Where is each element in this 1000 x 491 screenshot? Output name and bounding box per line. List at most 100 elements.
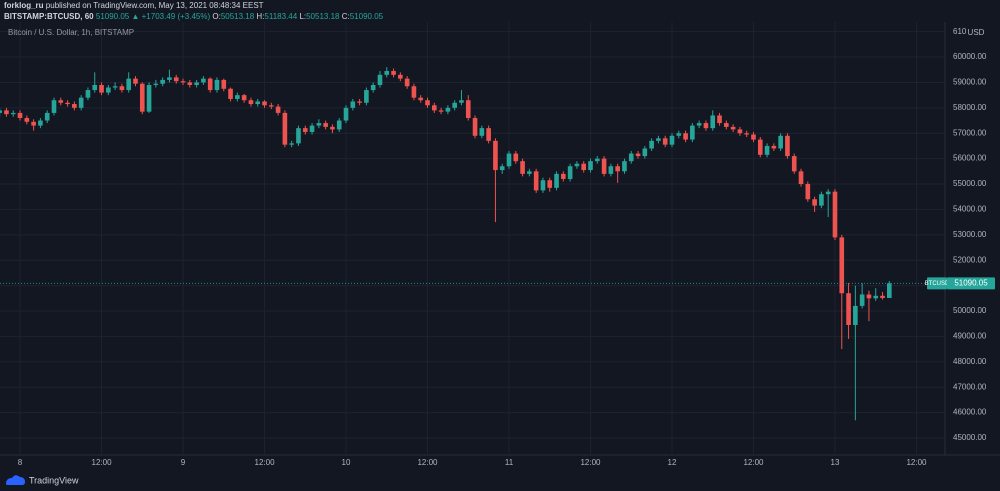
published-line: forklog_ru published on TradingView.com,… [4,1,264,10]
candle-body [472,117,478,136]
candle-body [187,82,193,85]
candle-body [608,166,614,174]
candle-body [846,293,851,325]
candle-body [153,83,159,85]
x-tick-label: 12:00 [906,458,927,467]
candle-body [425,100,430,106]
candle-body [676,133,682,136]
price-tag-symbol: BTCUSD [925,281,950,287]
candle-body [880,295,885,298]
y-tick-label: 45000.00 [953,433,987,442]
brand: TradingView [29,475,79,485]
candle-body [0,110,2,113]
y-tick-label: 56000.00 [953,154,987,163]
x-tick-label: 12:00 [417,458,438,467]
candle-body [656,138,661,141]
l-value: 50513.18 [306,12,340,21]
author: forklog_ru [4,1,44,10]
candle-body [357,101,362,103]
labels: 45000.00 46000.00 47000.00 48000.00 49000.00… [18,27,995,467]
last-price: 51090.05 [954,278,988,287]
candle-body [520,161,525,174]
candle-body [513,153,519,162]
candle-body [85,90,91,98]
candle-body [778,135,783,149]
candle-body [364,90,369,103]
candle-body [601,158,607,174]
candle-body [296,128,301,144]
candle-body [431,105,437,111]
candle-body [418,97,424,101]
candle-body [350,101,356,108]
candle-body [126,78,132,91]
candle-body [751,134,756,140]
x-tick-label: 12:00 [255,458,276,467]
candle-body [160,79,165,84]
candle-body [744,133,750,135]
unit-box [966,27,986,38]
candle-body [757,139,763,155]
candle-body [798,171,804,185]
symbol: BITSTAMP:BTCUSD, 60 [4,12,94,21]
candle-body [832,191,838,238]
candle-body [207,78,213,91]
candle-body [839,237,845,294]
candle-body [336,120,342,130]
candle-body [594,158,600,162]
published: published on TradingView.com, May 13, 20… [46,1,264,10]
candle-body [146,84,152,112]
x-tick-label: 12:00 [743,458,764,467]
candle-body [567,166,573,179]
candle-body [139,83,145,112]
y-unit: USD [968,28,985,37]
candle-body [201,78,206,83]
candle-body [533,171,539,191]
candle-body [547,180,553,188]
candle-body [180,81,186,83]
candle-body [398,74,403,79]
candle-body [17,112,23,118]
candle-body [873,295,879,299]
candle-body [724,123,729,127]
x-tick-label: 12:00 [92,458,113,467]
candle-body [527,171,532,174]
candle-body [452,102,457,108]
candle-body [404,78,410,87]
candle-body [343,107,349,121]
candle-body [717,115,722,124]
y-tick-label: 46000.00 [953,408,987,417]
candle-body [194,82,199,85]
x-tick-label: 8 [18,458,23,467]
y-tick-label: 54000.00 [953,205,987,214]
candle-body [615,166,620,172]
chart-title: Bitcoin / U.S. Dollar, 1h, BITSTAMP [8,28,134,37]
y-tick-label: 57000.00 [953,128,987,137]
candle-body [737,129,743,134]
candle-body [255,101,261,105]
candle-body [805,184,811,200]
candle-body [683,133,688,140]
l-label: L: [299,12,306,21]
candle-body [173,77,179,82]
candle-body [642,148,648,157]
logo-icon [6,475,25,485]
candle-body [391,71,396,75]
candle-body [31,121,36,126]
candle-body [119,86,125,91]
y-tick-label: 55000.00 [953,179,987,188]
candle-body [262,101,267,106]
candle-body [635,153,641,157]
candle-body [486,128,491,141]
candle-body [10,112,16,115]
candle-body [4,110,9,115]
logo: TradingView [6,475,79,485]
y-tick-label: 48000.00 [953,357,987,366]
candle-body [662,138,668,145]
candle-body [309,125,315,132]
candles [0,67,945,421]
candle-body [690,125,695,140]
candle-body [323,123,328,127]
candle-body [411,86,417,98]
